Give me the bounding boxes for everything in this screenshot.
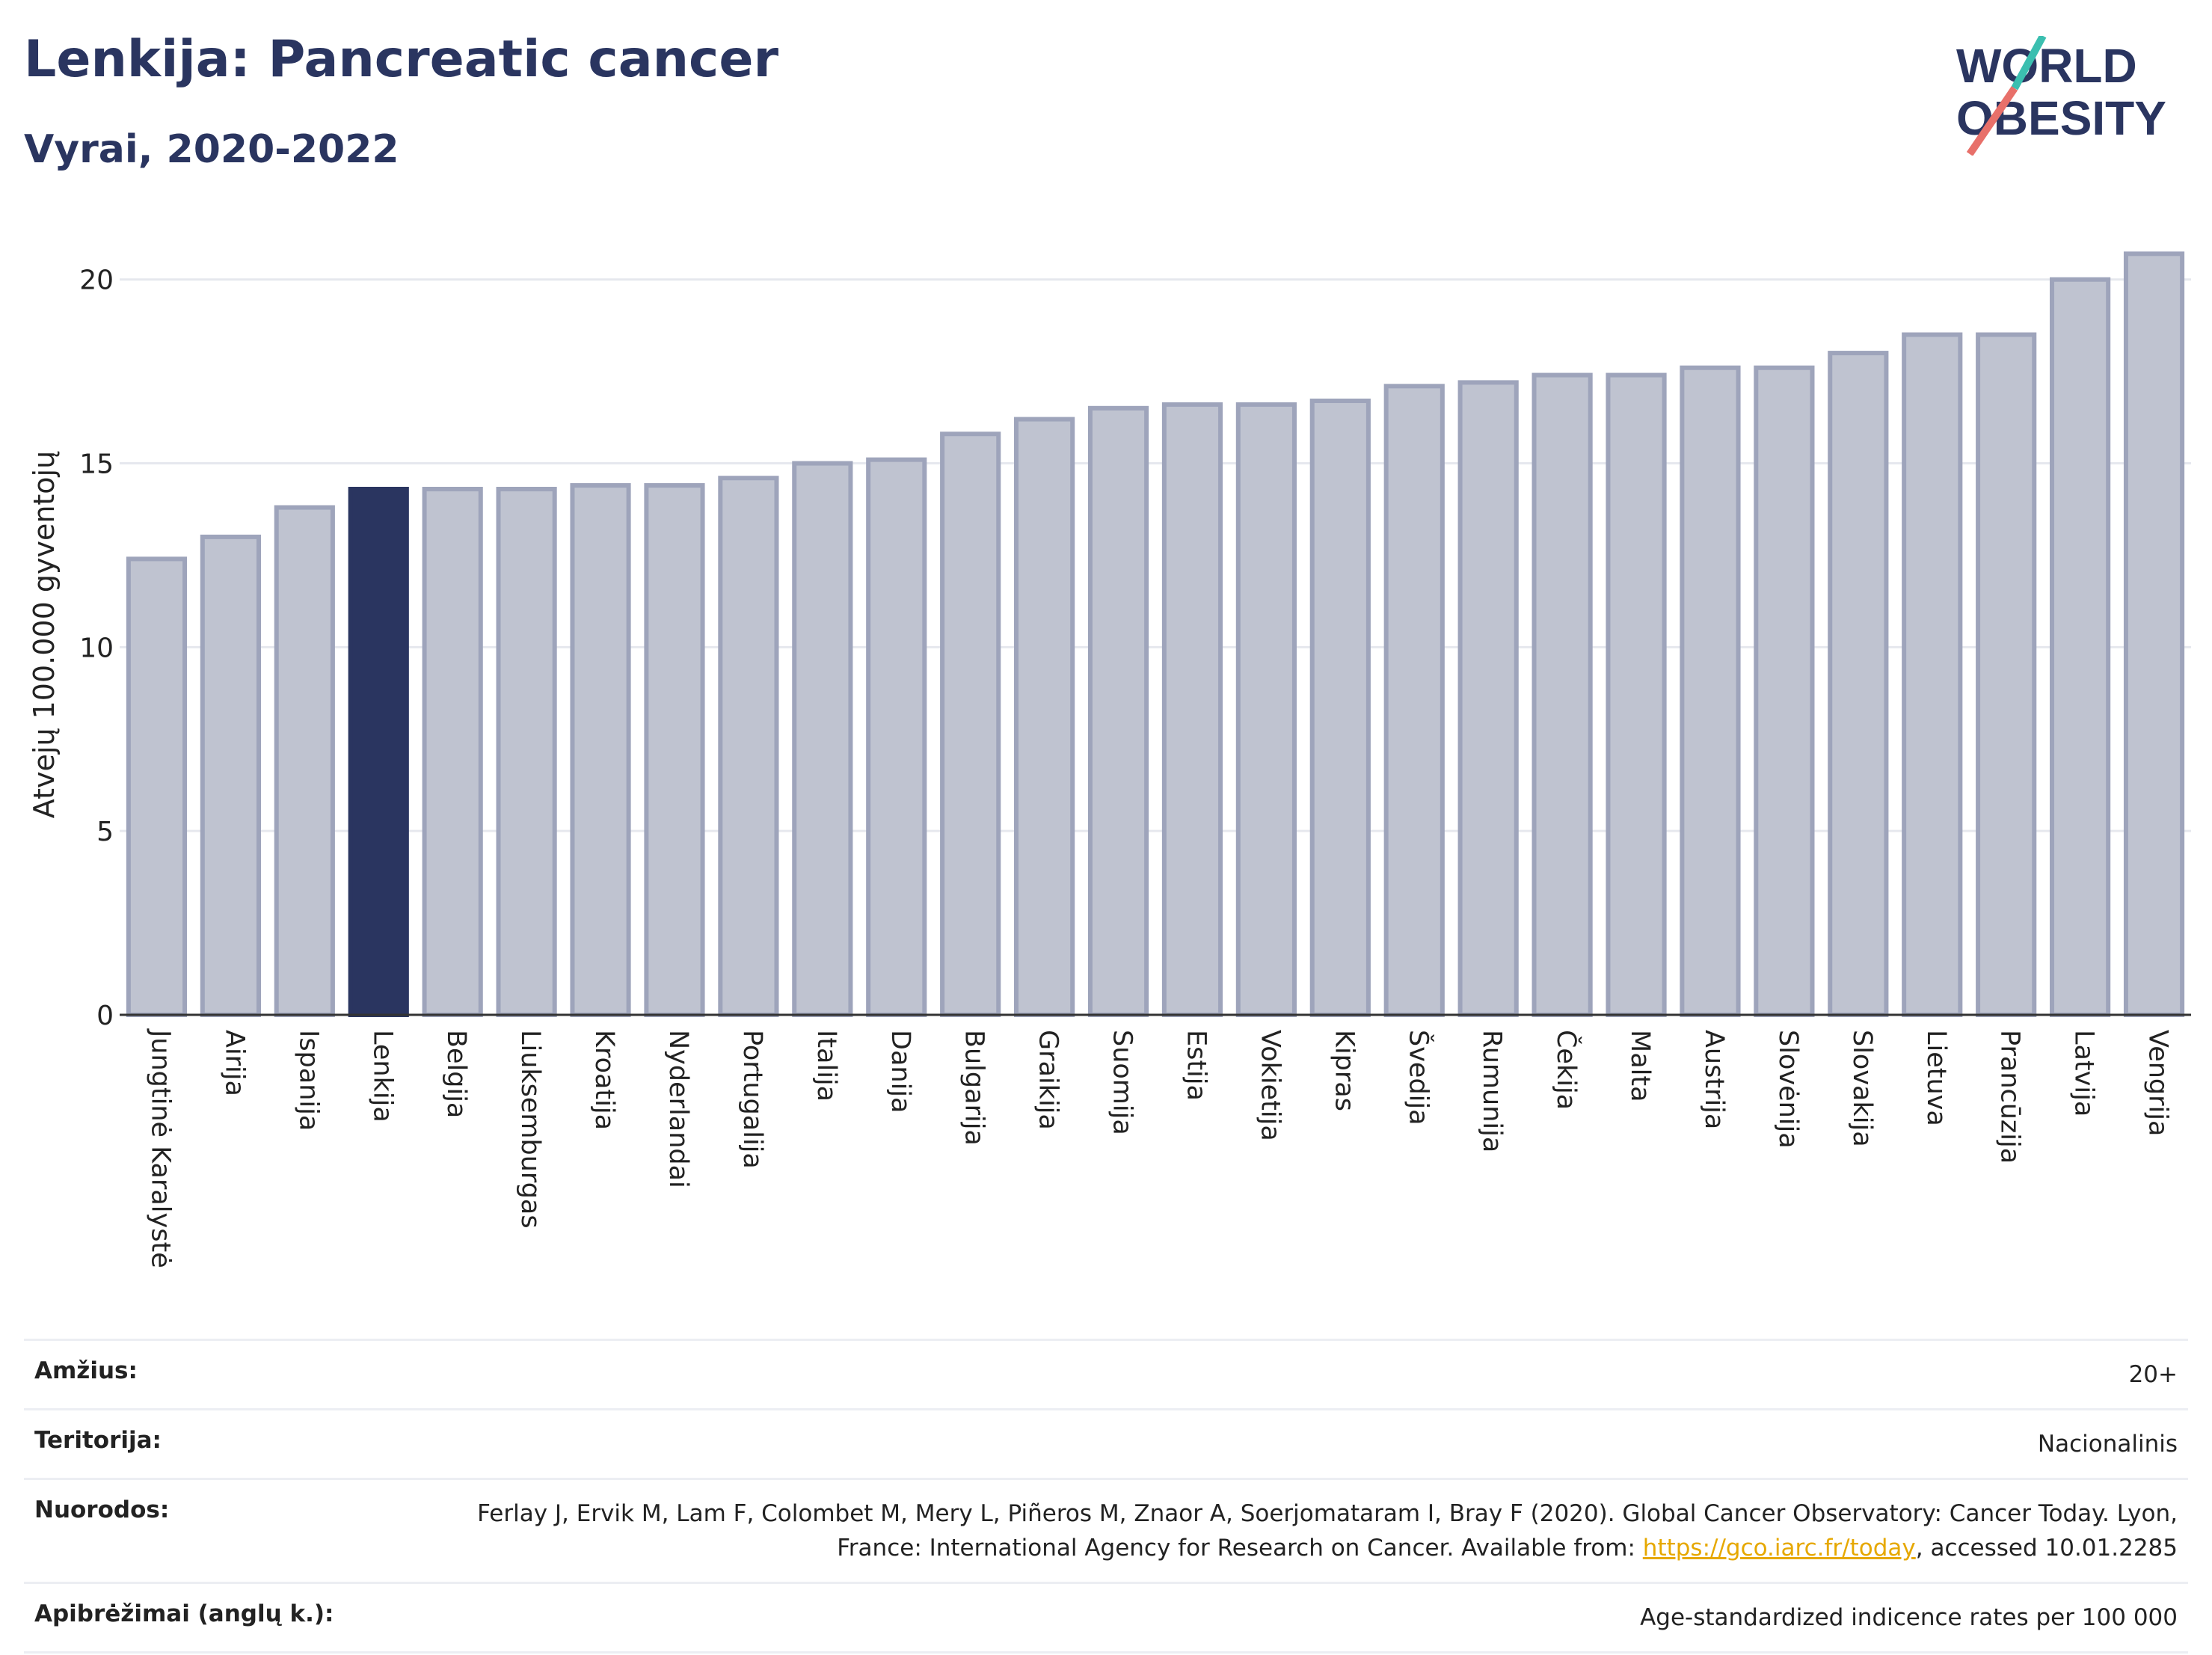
x-tick-label: Vokietija [1255, 1030, 1285, 1141]
y-tick-label: 15 [79, 449, 114, 480]
bar-lenkija [348, 486, 409, 1017]
bar-airija [200, 534, 261, 1017]
bar-lietuva [1902, 332, 1963, 1018]
bar-nyderlandai [644, 483, 705, 1017]
x-tick-label: Airija [219, 1030, 249, 1096]
x-tick-label: Prancūzija [1995, 1030, 2025, 1164]
x-tick-label: Malta [1625, 1030, 1655, 1102]
x-tick-label: Estija [1181, 1030, 1211, 1101]
world-obesity-logo: WORLD OBESITY [1956, 36, 2166, 156]
meta-defs-value: Age-standardized indicence rates per 100… [1640, 1604, 2178, 1631]
metadata-table: Amžius: 20+ Teritorija: Nacionalinis Nuo… [24, 1339, 2188, 1654]
bar-belgija [422, 486, 483, 1017]
bar-danija [866, 457, 927, 1017]
logo-slash-teal [2011, 36, 2047, 90]
meta-row-territory: Teritorija: Nacionalinis [24, 1408, 2188, 1478]
bar-prancūzija [1976, 332, 2037, 1018]
y-tick-label: 0 [96, 1001, 114, 1031]
x-tick-label: Slovakija [1847, 1030, 1877, 1147]
bar-ispanija [274, 505, 335, 1017]
x-tick-label: Belgija [441, 1030, 471, 1118]
bar-portugalija [718, 476, 779, 1017]
bar-malta [1606, 372, 1667, 1017]
bar-liuksemburgas [496, 486, 557, 1017]
x-tick-label: Čekija [1551, 1030, 1582, 1110]
y-axis-label: Atvejų 100.000 gyventojų [28, 451, 61, 818]
bar-kipras [1309, 398, 1371, 1017]
bar-kroatija [570, 483, 631, 1017]
bar-jungtinė-karalystė [126, 556, 188, 1017]
x-tick-label: Kroatija [589, 1030, 619, 1130]
x-tick-label: Vengrija [2143, 1030, 2173, 1136]
meta-territory-value: Nacionalinis [2037, 1431, 2178, 1458]
logo-text-world: WORLD [1956, 39, 2137, 93]
logo-slash-coral [1966, 86, 2018, 156]
x-tick-labels: Jungtinė Karalystė Airija Ispanija Lenkija B… [145, 1028, 2172, 1268]
bar-vokietija [1235, 402, 1297, 1017]
x-tick-label: Jungtinė Karalystė [145, 1028, 175, 1268]
x-tick-label: Danija [885, 1030, 915, 1113]
bar-suomija [1087, 405, 1149, 1017]
meta-refs-accessed: , accessed 10.01.2285 [1915, 1535, 2178, 1562]
meta-row-definitions: Apibrėžimai (anglų k.): Age-standardized… [24, 1582, 2188, 1654]
meta-refs-text: Ferlay J, Ervik M, Lam F, Colombet M, Me… [477, 1500, 2178, 1562]
meta-age-value: 20+ [2128, 1361, 2178, 1388]
x-tick-label: Rumunija [1477, 1030, 1507, 1152]
meta-age-label: Amžius: [34, 1357, 138, 1384]
meta-refs-value: Ferlay J, Ervik M, Lam F, Colombet M, Me… [458, 1496, 2178, 1565]
bar-austrija [1680, 365, 1741, 1018]
chart-subtitle: Vyrai, 2020-2022 [24, 127, 399, 172]
x-tick-label: Kipras [1329, 1030, 1359, 1111]
bar-chart: 0 5 10 15 20 Jungtinė Karalystė Airija Ispanij… [28, 251, 2191, 1268]
bar-latvija [2050, 277, 2111, 1017]
bar-estija [1161, 402, 1223, 1017]
y-tick-labels: 0 5 10 15 20 [79, 265, 114, 1031]
x-tick-label: Suomija [1107, 1030, 1137, 1135]
meta-refs-label: Nuorodos: [34, 1496, 170, 1523]
y-tick-label: 20 [79, 265, 114, 296]
x-tick-label: Portugalija [737, 1030, 767, 1169]
x-tick-label: Austrija [1699, 1030, 1729, 1129]
meta-refs-link[interactable]: https://gco.iarc.fr/today [1642, 1535, 1916, 1562]
x-tick-label: Latvija [2069, 1030, 2099, 1117]
bar-vengrija [2123, 251, 2185, 1017]
x-tick-label: Švedija [1403, 1030, 1434, 1126]
meta-territory-label: Teritorija: [34, 1427, 162, 1454]
meta-defs-label: Apibrėžimai (anglų k.): [34, 1600, 334, 1627]
meta-row-references: Nuorodos: Ferlay J, Ervik M, Lam F, Colo… [24, 1478, 2188, 1582]
bar-slovėnija [1754, 365, 1815, 1018]
bars [126, 251, 2185, 1018]
bar-čekija [1531, 372, 1593, 1017]
bar-italija [792, 461, 853, 1017]
y-tick-label: 5 [96, 817, 114, 847]
x-tick-label: Lietuva [1921, 1030, 1951, 1126]
bar-rumunija [1457, 380, 1519, 1017]
x-tick-label: Bulgarija [959, 1030, 989, 1146]
x-tick-label: Slovėnija [1773, 1030, 1803, 1149]
x-tick-label: Nyderlandai [663, 1030, 693, 1188]
x-tick-label: Graikija [1033, 1030, 1063, 1130]
bar-bulgarija [940, 432, 1001, 1017]
y-tick-label: 10 [79, 633, 114, 663]
meta-row-age: Amžius: 20+ [24, 1339, 2188, 1408]
chart-title: Lenkija: Pancreatic cancer [24, 30, 778, 89]
bar-švedija [1383, 384, 1445, 1017]
x-tick-label: Italija [811, 1030, 841, 1102]
bar-slovakija [1828, 351, 1889, 1017]
x-tick-label: Liuksemburgas [515, 1030, 545, 1229]
x-tick-label: Ispanija [293, 1030, 323, 1131]
x-tick-label: Lenkija [367, 1030, 397, 1123]
bar-graikija [1014, 417, 1075, 1017]
